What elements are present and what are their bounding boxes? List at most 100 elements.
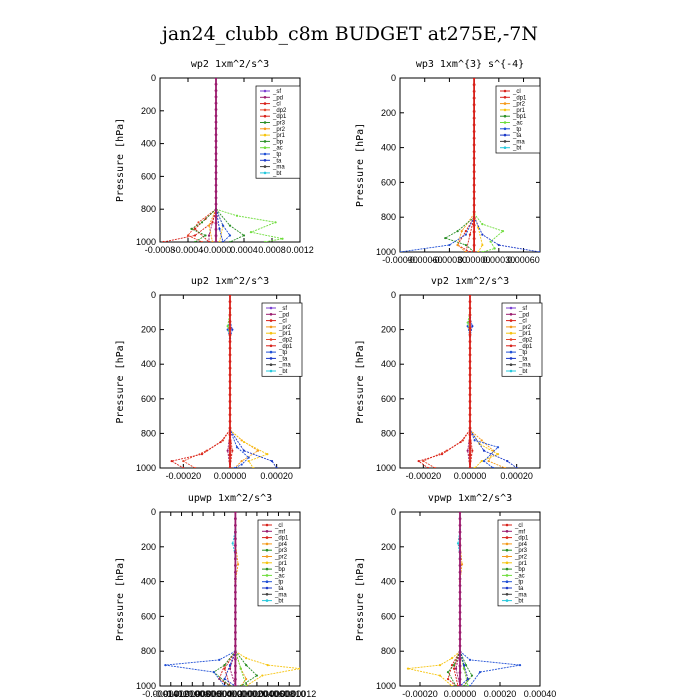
series-marker-tp: [240, 463, 243, 466]
legend-entry-dp2: _dp2: [272, 108, 287, 114]
series-marker-main: [233, 590, 237, 594]
legend-marker-ma: [503, 140, 507, 143]
legend-entry-bt: _bt: [278, 369, 288, 375]
series-marker-pr1: [480, 459, 483, 463]
series-marker-main: [458, 597, 462, 601]
y-tick-label: 400: [141, 359, 156, 369]
x-tick-label: 0.00030: [483, 255, 516, 265]
series-marker-main: [472, 243, 476, 247]
series-marker-main: [233, 584, 237, 588]
legend-entry-dp1: _dp1: [272, 114, 287, 120]
legend-marker-bt: [503, 146, 507, 149]
series-marker-cl: [452, 667, 456, 670]
series-marker-main: [472, 237, 476, 241]
series-marker-main: [214, 95, 218, 99]
x-tick-label: -0.00020: [166, 471, 202, 481]
series-marker-dp1: [468, 250, 472, 252]
series-marker-pr1: [496, 453, 500, 456]
series-marker-main: [472, 143, 476, 147]
series-marker-dp1: [464, 230, 467, 233]
legend-entry-ta: _ta: [518, 356, 528, 362]
panel-6: vpwp 1xm^2/s^3 Pressure [hPa] 0 200 400 600 80…: [355, 493, 556, 699]
series-marker-dp1: [446, 677, 450, 681]
series-marker-main: [458, 624, 462, 628]
series-marker-main: [468, 400, 472, 403]
series-marker-main: [468, 353, 472, 357]
series-marker-main: [472, 250, 476, 252]
series-marker-dp2: [193, 466, 197, 468]
legend-entry-cl: _cl: [518, 319, 527, 325]
series-marker-cl: [162, 240, 165, 242]
x-tick-label: 0.00000: [219, 689, 252, 699]
y-tick-label: 600: [381, 611, 396, 621]
legend-entry-tp: _tp: [518, 350, 528, 356]
legend-marker-cl: [265, 523, 269, 527]
series-line-bp: [213, 650, 236, 686]
series-marker-main: [228, 406, 232, 410]
series-group: [406, 512, 522, 686]
series-marker-main: [468, 453, 472, 457]
legend-marker-dp2: [263, 108, 267, 112]
series-marker-main: [472, 230, 476, 234]
series-marker-main: [472, 203, 476, 207]
series-marker-main: [228, 400, 232, 403]
legend-entry-bp: _bp: [272, 139, 284, 145]
series-marker-ta: [462, 664, 466, 667]
y-tick-label: 600: [141, 394, 156, 404]
series-marker-dp2: [186, 234, 190, 237]
x-tick-label: 0.00020: [484, 689, 517, 699]
y-axis-label: Pressure [hPa]: [355, 123, 366, 207]
series-marker-pr2: [207, 224, 211, 227]
series-line-tp: [215, 209, 231, 242]
legend-marker-mf: [265, 530, 269, 533]
panel-5: upwp 1xm^2/s^3 Pressure [hPa] 0 200 400 600 80…: [115, 493, 316, 699]
series-marker-cl: [193, 234, 197, 237]
series-marker-main: [214, 145, 218, 149]
y-tick-label: 600: [381, 177, 396, 187]
series-marker-ac: [281, 237, 284, 240]
y-tick-label: 1000: [376, 463, 396, 473]
series-marker-main: [228, 300, 232, 304]
legend-entry-bp: _bp: [274, 567, 286, 573]
series-marker-main: [228, 326, 232, 330]
series-marker-main: [228, 426, 232, 430]
series-marker-ta: [482, 449, 486, 452]
legend-marker-tp: [269, 350, 273, 354]
x-tick-label: -0.0004: [173, 245, 204, 255]
series-marker-mf: [454, 667, 458, 670]
series-marker-main: [233, 604, 237, 608]
series-marker-main: [458, 657, 462, 661]
x-tick-label: -0.00008: [175, 689, 211, 699]
series-marker-dp2: [200, 240, 204, 242]
legend-entry-ac: _ac: [272, 146, 283, 152]
series-marker-ac: [226, 325, 229, 328]
y-tick-label: 800: [141, 204, 156, 214]
legend-marker-pr2: [269, 325, 273, 329]
legend-marker-tp: [505, 580, 509, 583]
series-marker-main: [214, 227, 218, 231]
series-marker-tp: [235, 446, 239, 449]
series-marker-pr1: [298, 667, 300, 670]
series-marker-main: [214, 183, 218, 187]
series-marker-main: [458, 684, 462, 686]
series-marker-tp: [492, 466, 495, 468]
legend-marker-ma: [263, 165, 267, 168]
series-marker-pr1: [266, 664, 269, 667]
series-marker-main: [233, 530, 237, 534]
series-marker-ta: [275, 466, 278, 468]
series-marker-main: [214, 202, 218, 206]
legend-marker-ac: [265, 574, 269, 577]
series-marker-ta: [466, 677, 470, 681]
x-tick-label: 0.0004: [230, 245, 258, 255]
series-marker-ac: [462, 667, 466, 670]
legend-entry-dp1: _dp1: [278, 344, 293, 350]
series-marker-ta: [481, 233, 484, 236]
legend-entry-bt: _bt: [512, 146, 522, 152]
series-marker-main: [468, 420, 472, 423]
y-tick-label: 600: [381, 394, 396, 404]
series-marker-main: [468, 360, 472, 363]
legend-entry-cl: _cl: [512, 89, 521, 95]
series-marker-main: [228, 295, 232, 297]
series-marker-main: [214, 177, 218, 181]
series-marker-cl: [456, 684, 460, 686]
